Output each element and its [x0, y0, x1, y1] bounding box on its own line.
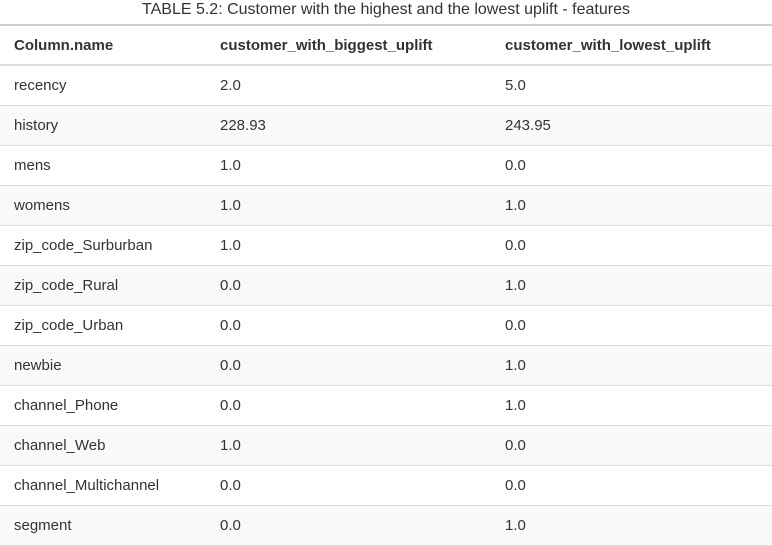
header-lowest-uplift: customer_with_lowest_uplift — [505, 36, 711, 54]
table-body: recency 2.0 5.0 history 228.93 243.95 mens 1.0 0… — [0, 65, 772, 545]
cell-lowest-uplift: 0.0 — [505, 316, 526, 334]
cell-column-name: newbie — [14, 356, 62, 374]
cell-column-name: channel_Web — [14, 436, 106, 454]
table-row: zip_code_Urban 0.0 0.0 — [0, 305, 772, 345]
cell-column-name: zip_code_Urban — [14, 316, 124, 334]
cell-biggest-uplift: 0.0 — [220, 516, 241, 534]
table-row: channel_Phone 0.0 1.0 — [0, 385, 772, 425]
cell-biggest-uplift: 2.0 — [220, 76, 241, 94]
cell-lowest-uplift: 1.0 — [505, 196, 526, 214]
table-row: channel_Multichannel 0.0 0.0 — [0, 465, 772, 505]
cell-lowest-uplift: 5.0 — [505, 76, 526, 94]
cell-biggest-uplift: 0.0 — [220, 316, 241, 334]
cell-column-name: womens — [14, 196, 70, 214]
cell-biggest-uplift: 1.0 — [220, 436, 241, 454]
cell-lowest-uplift: 1.0 — [505, 396, 526, 414]
cell-lowest-uplift: 243.95 — [505, 116, 551, 134]
features-table: Column.name customer_with_biggest_uplift… — [0, 24, 772, 546]
cell-lowest-uplift: 0.0 — [505, 476, 526, 494]
cell-biggest-uplift: 1.0 — [220, 196, 241, 214]
cell-lowest-uplift: 1.0 — [505, 276, 526, 294]
cell-column-name: mens — [14, 156, 51, 174]
cell-column-name: history — [14, 116, 59, 134]
header-biggest-uplift: customer_with_biggest_uplift — [220, 36, 433, 54]
table-header: Column.name customer_with_biggest_uplift… — [0, 25, 772, 65]
table-row: womens 1.0 1.0 — [0, 185, 772, 225]
table-caption: TABLE 5.2: Customer with the highest and… — [142, 1, 630, 18]
cell-lowest-uplift: 0.0 — [505, 236, 526, 254]
cell-column-name: recency — [14, 76, 67, 94]
header-column-name: Column.name — [14, 36, 114, 54]
cell-lowest-uplift: 0.0 — [505, 156, 526, 174]
table-row: newbie 0.0 1.0 — [0, 345, 772, 385]
table-row: zip_code_Rural 0.0 1.0 — [0, 265, 772, 305]
cell-biggest-uplift: 0.0 — [220, 356, 241, 374]
cell-biggest-uplift: 1.0 — [220, 236, 241, 254]
cell-biggest-uplift: 0.0 — [220, 476, 241, 494]
table-row: recency 2.0 5.0 — [0, 65, 772, 105]
table-row: channel_Web 1.0 0.0 — [0, 425, 772, 465]
table-row: mens 1.0 0.0 — [0, 145, 772, 185]
header-row: Column.name customer_with_biggest_uplift… — [0, 25, 772, 65]
cell-column-name: segment — [14, 516, 72, 534]
cell-lowest-uplift: 1.0 — [505, 516, 526, 534]
cell-biggest-uplift: 0.0 — [220, 276, 241, 294]
cell-lowest-uplift: 1.0 — [505, 356, 526, 374]
cell-biggest-uplift: 0.0 — [220, 396, 241, 414]
table-row: history 228.93 243.95 — [0, 105, 772, 145]
cell-biggest-uplift: 1.0 — [220, 156, 241, 174]
cell-column-name: channel_Phone — [14, 396, 119, 414]
table-row: segment 0.0 1.0 — [0, 505, 772, 545]
cell-column-name: zip_code_Rural — [14, 276, 119, 294]
cell-column-name: zip_code_Surburban — [14, 236, 153, 254]
table-row: zip_code_Surburban 1.0 0.0 — [0, 225, 772, 265]
cell-column-name: channel_Multichannel — [14, 476, 160, 494]
cell-lowest-uplift: 0.0 — [505, 436, 526, 454]
cell-biggest-uplift: 228.93 — [220, 116, 266, 134]
